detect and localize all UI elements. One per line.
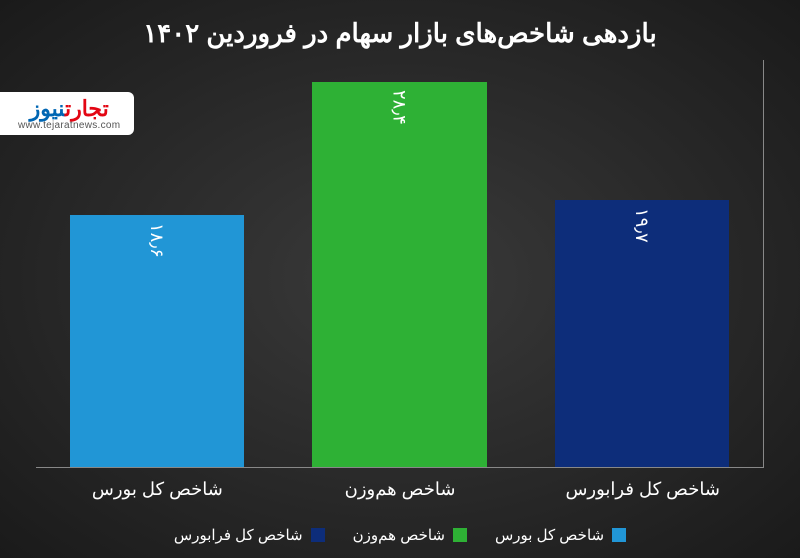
bar-wrap: ۱۸٫۶	[70, 60, 244, 467]
x-axis-label: شاخص کل فرابورس	[555, 479, 730, 500]
bar: ۱۸٫۶	[70, 215, 244, 467]
bar-value-label: ۱۹٫۷	[631, 208, 653, 243]
bar-value-label: ۱۸٫۶	[146, 223, 168, 258]
legend-swatch	[612, 528, 626, 542]
chart-title: بازدهی شاخص‌های بازار سهام در فروردین ۱۴…	[0, 0, 800, 59]
legend-item: شاخص هم‌وزن	[353, 526, 467, 544]
bar-value-label: ۲۸٫۴	[389, 90, 411, 125]
legend-swatch	[453, 528, 467, 542]
chart-legend: شاخص کل بورس شاخص هم‌وزن شاخص کل فرابورس	[0, 526, 800, 544]
x-axis-label: شاخص کل بورس	[70, 479, 245, 500]
x-axis-labels: شاخص کل بورس شاخص هم‌وزن شاخص کل فرابورس	[36, 479, 764, 500]
legend-item: شاخص کل فرابورس	[174, 526, 325, 544]
legend-swatch	[311, 528, 325, 542]
legend-label: شاخص کل بورس	[495, 526, 604, 544]
x-axis-label: شاخص هم‌وزن	[313, 479, 488, 500]
bar: ۱۹٫۷	[555, 200, 729, 467]
bar-wrap: ۱۹٫۷	[555, 60, 729, 467]
legend-label: شاخص کل فرابورس	[174, 526, 303, 544]
bar-wrap: ۲۸٫۴	[312, 60, 486, 467]
legend-item: شاخص کل بورس	[495, 526, 626, 544]
legend-label: شاخص هم‌وزن	[353, 526, 445, 544]
bar: ۲۸٫۴	[312, 82, 486, 467]
chart-plot-area: ۱۸٫۶ ۲۸٫۴ ۱۹٫۷	[36, 60, 764, 468]
